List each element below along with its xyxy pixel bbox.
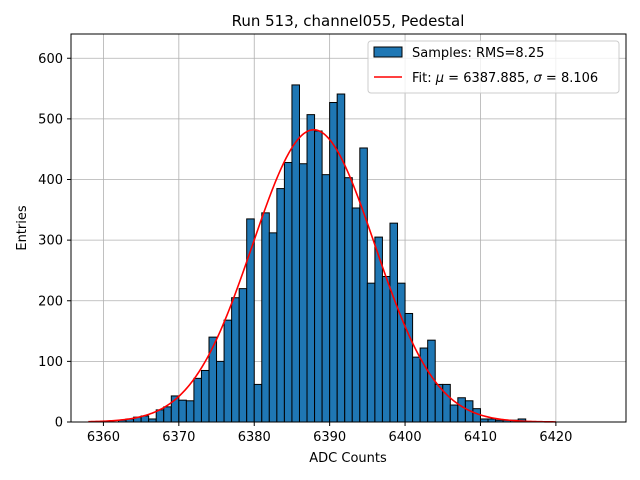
- histogram-bar: [351, 207, 361, 423]
- histogram-bar: [283, 162, 293, 423]
- histogram-bar: [306, 114, 316, 423]
- histogram-bar: [321, 174, 331, 423]
- y-tick-label: 200: [38, 294, 63, 309]
- histogram-bar: [216, 360, 225, 423]
- legend-label-fit: Fit: μ = 6387.885, σ = 8.106: [412, 71, 598, 86]
- x-tick-label: 6400: [389, 430, 422, 445]
- histogram-bar: [276, 188, 285, 423]
- y-tick-label: 600: [38, 52, 63, 67]
- y-axis: 0 100 200 300 400 500 600: [38, 52, 71, 431]
- x-tick-label: 6380: [238, 430, 271, 445]
- x-tick-label: 6360: [87, 430, 120, 445]
- histogram-bar: [366, 282, 376, 423]
- fit-curve: [88, 128, 556, 423]
- y-tick-label: 100: [38, 355, 63, 370]
- histogram-bar: [253, 383, 263, 423]
- y-tick-label: 300: [38, 234, 63, 249]
- histogram-bar: [185, 400, 195, 423]
- y-tick-label: 500: [38, 112, 63, 127]
- chart-title: Run 513, channel055, Pedestal: [232, 12, 465, 30]
- histogram-bars: [118, 84, 527, 423]
- x-axis: 6360 6370 6380 6390 6400 6410 6420: [87, 422, 572, 445]
- histogram-bar: [457, 397, 466, 423]
- histogram-bar: [163, 406, 172, 423]
- x-tick-label: 6370: [162, 430, 195, 445]
- histogram-bar: [389, 222, 399, 423]
- x-axis-title: ADC Counts: [309, 451, 387, 466]
- histogram-bar: [268, 232, 278, 423]
- histogram-bar: [397, 282, 406, 423]
- legend: Samples: RMS=8.25 Fit: μ = 6387.885, σ =…: [367, 40, 620, 94]
- x-tick-label: 6410: [464, 430, 497, 445]
- y-tick-label: 400: [38, 173, 63, 188]
- x-tick-label: 6420: [539, 430, 572, 445]
- histogram-bar: [223, 319, 233, 423]
- histogram-bar: [314, 130, 323, 423]
- histogram-bar: [412, 356, 421, 423]
- y-axis-title: Entries: [15, 205, 30, 251]
- histogram-bar: [298, 163, 308, 423]
- histogram-bar: [208, 336, 218, 423]
- x-tick-label: 6390: [313, 430, 346, 445]
- histogram-bar: [344, 177, 353, 423]
- histogram-bar: [261, 212, 270, 423]
- y-tick-label: 0: [55, 416, 63, 431]
- legend-swatch-samples: [373, 46, 403, 58]
- histogram-bar: [442, 383, 451, 423]
- histogram-bar: [449, 404, 459, 423]
- histogram-bar: [359, 147, 368, 423]
- histogram-bar: [336, 93, 346, 423]
- histogram-bar: [238, 288, 248, 423]
- histogram-bar: [291, 84, 300, 423]
- histogram-bar: [200, 369, 210, 423]
- histogram-bar: [178, 399, 187, 423]
- histogram-bar: [381, 276, 391, 423]
- histogram-bar: [231, 297, 240, 423]
- legend-label-samples: Samples: RMS=8.25: [412, 46, 544, 61]
- plot-frame: [70, 33, 627, 423]
- histogram-bar: [193, 377, 202, 423]
- legend-box: [367, 40, 620, 94]
- histogram-bar: [329, 102, 338, 423]
